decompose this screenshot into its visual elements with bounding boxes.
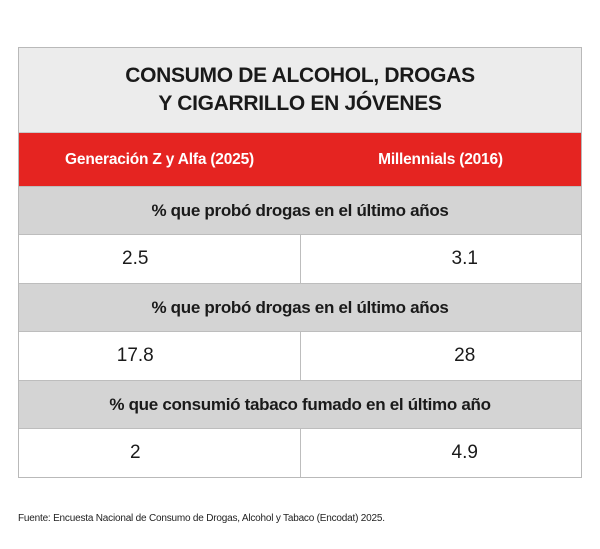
section-row-3: % que consumió tabaco fumado en el últim… xyxy=(19,380,581,429)
section-row-1: % que probó drogas en el último años xyxy=(19,186,581,235)
value-cell-millennials: 4.9 xyxy=(451,442,478,463)
column-header-row: Generación Z y Alfa (2025) Millennials (… xyxy=(19,133,581,186)
source-note: Fuente: Encuesta Nacional de Consumo de … xyxy=(18,513,385,524)
value-row-2: 17.8 28 xyxy=(19,332,581,380)
value-cell-gen-z: 17.8 xyxy=(19,332,301,380)
column-header-gen-z: Generación Z y Alfa (2025) xyxy=(65,150,254,168)
column-header-millennials: Millennials (2016) xyxy=(378,150,503,168)
value-row-3: 2 4.9 xyxy=(19,429,581,477)
table-card: CONSUMO DE ALCOHOL, DROGAS Y CIGARRILLO … xyxy=(18,47,582,478)
section-row-2: % que probó drogas en el último años xyxy=(19,283,581,332)
value-cell-gen-z: 2.5 xyxy=(19,235,301,283)
value-cell-millennials: 28 xyxy=(454,345,476,366)
value-cell-gen-z: 2 xyxy=(19,429,301,477)
table-title: CONSUMO DE ALCOHOL, DROGAS Y CIGARRILLO … xyxy=(19,48,581,133)
value-row-1: 2.5 3.1 xyxy=(19,235,581,283)
title-line-2: Y CIGARRILLO EN JÓVENES xyxy=(158,92,442,115)
title-line-1: CONSUMO DE ALCOHOL, DROGAS xyxy=(125,64,475,87)
value-cell-millennials: 3.1 xyxy=(451,248,478,269)
